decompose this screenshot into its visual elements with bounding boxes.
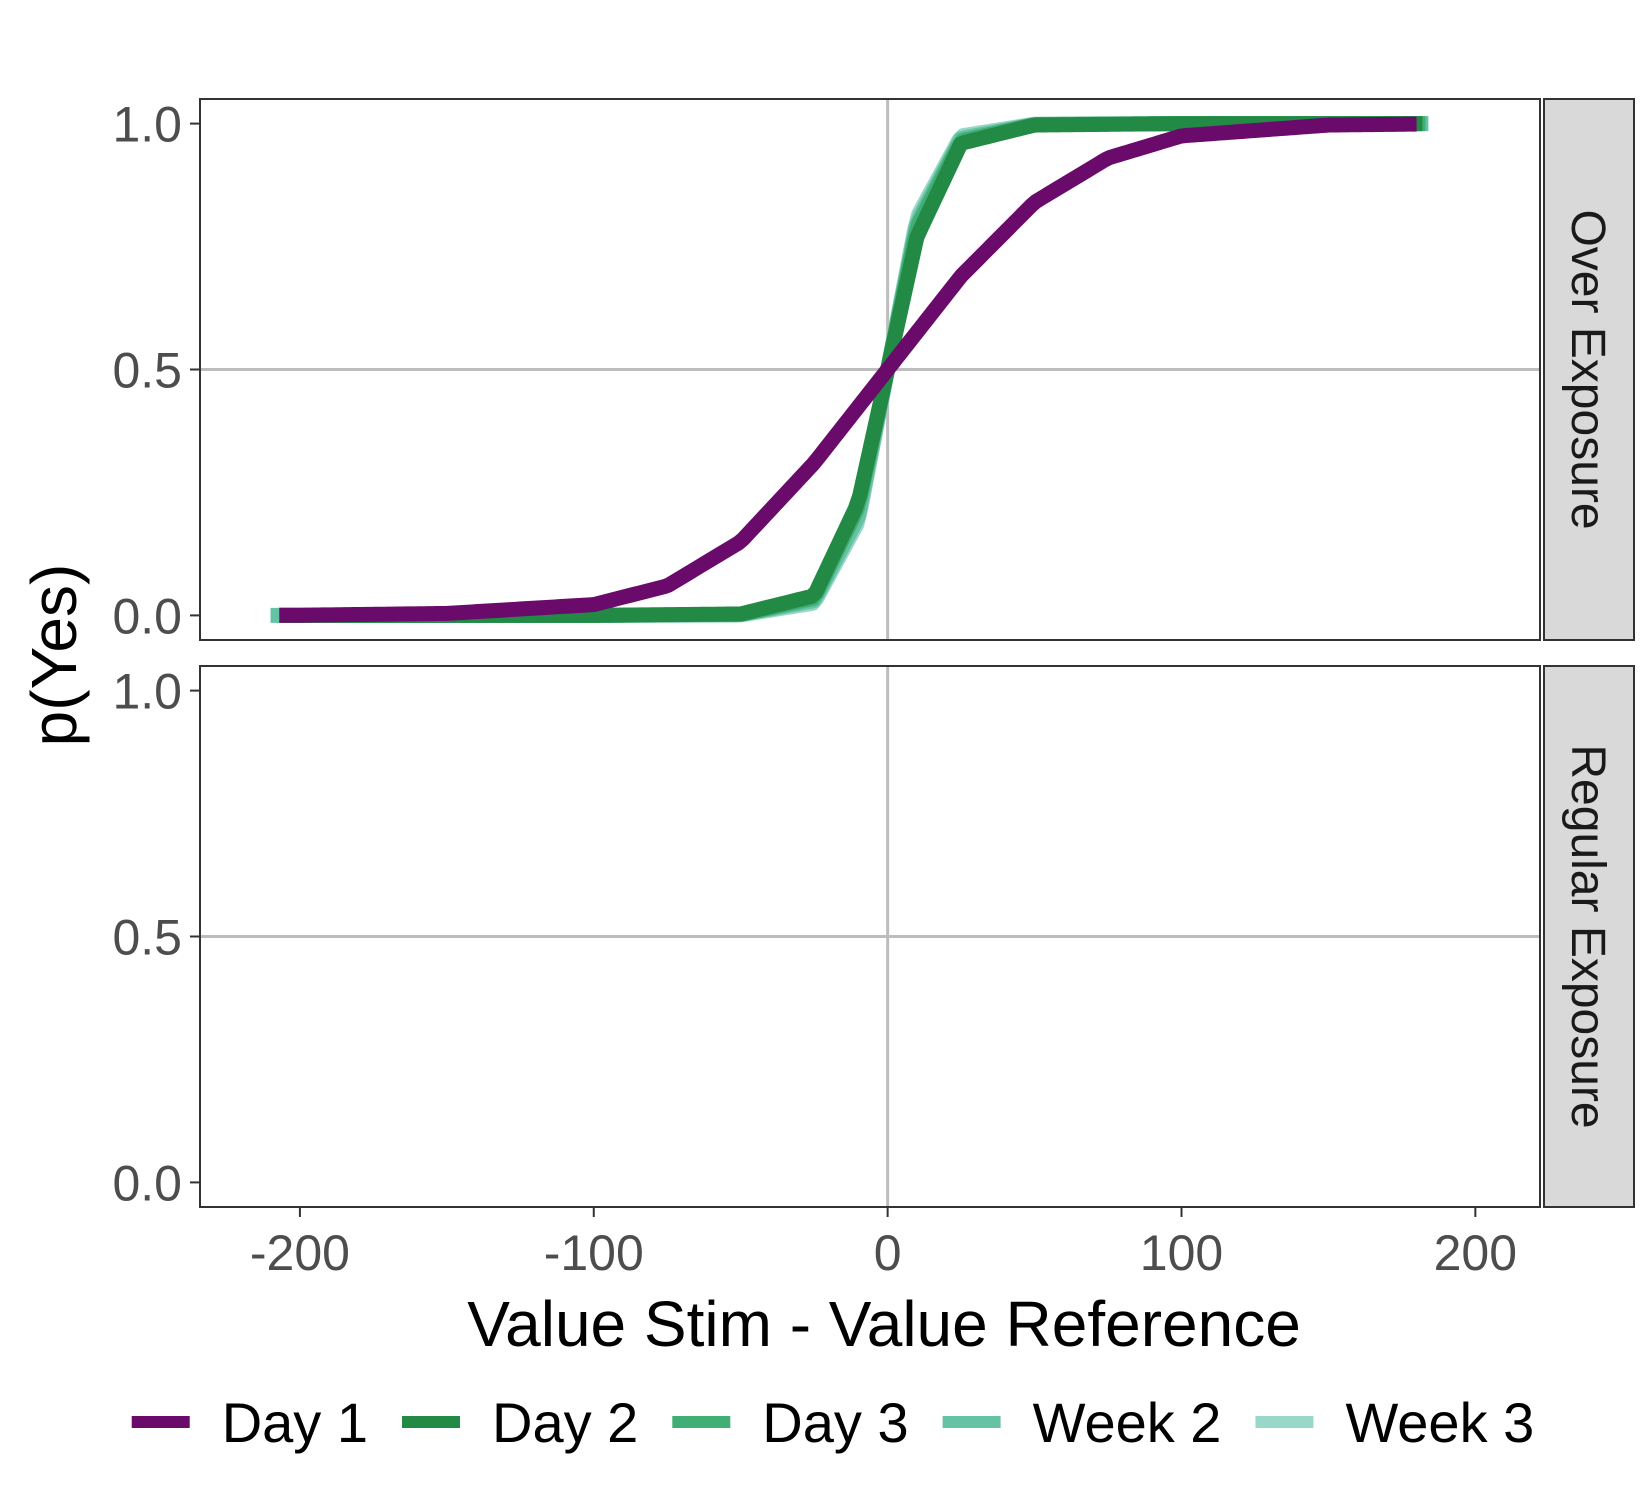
panel-over-exposure: 0.0 0.5 1.0 Over Exposure — [112, 97, 1635, 644]
x-tick-label: -200 — [250, 1225, 350, 1281]
y-tick-label: 0.0 — [112, 1155, 182, 1211]
panel-border — [199, 98, 1541, 641]
legend: Day 1 Day 2 Day 3 Week 2 Week 3 — [131, 1391, 1534, 1454]
y-tick-label: 0.5 — [112, 343, 182, 399]
legend-label: Week 2 — [1033, 1391, 1222, 1454]
y-tick-label: 0.0 — [112, 588, 182, 644]
y-axis-title: p(Yes) — [18, 564, 90, 747]
x-tick-label: -100 — [544, 1225, 644, 1281]
y-tick-label: 0.5 — [112, 910, 182, 966]
y-tick-label: 1.0 — [112, 97, 182, 153]
legend-label: Day 2 — [492, 1391, 638, 1454]
panel-regular-exposure: 0.0 0.5 1.0 Regular Exposure — [112, 664, 1635, 1211]
x-tick-label: 100 — [1140, 1225, 1223, 1281]
series-line-day-1 — [276, 116, 1420, 623]
x-axis-title: Value Stim - Value Reference — [467, 1288, 1301, 1360]
legend-label: Week 3 — [1345, 1391, 1534, 1454]
facet-strip-label: Over Exposure — [1561, 209, 1614, 529]
panel-border — [199, 665, 1541, 1208]
legend-label: Day 1 — [222, 1391, 368, 1454]
facet-strip-label: Regular Exposure — [1561, 744, 1614, 1128]
x-tick-label: 200 — [1434, 1225, 1517, 1281]
legend-label: Day 3 — [762, 1391, 908, 1454]
x-tick-label: 0 — [874, 1225, 902, 1281]
facet-strip — [1543, 665, 1635, 1208]
facet-strip — [1543, 98, 1635, 641]
y-tick-label: 1.0 — [112, 664, 182, 720]
